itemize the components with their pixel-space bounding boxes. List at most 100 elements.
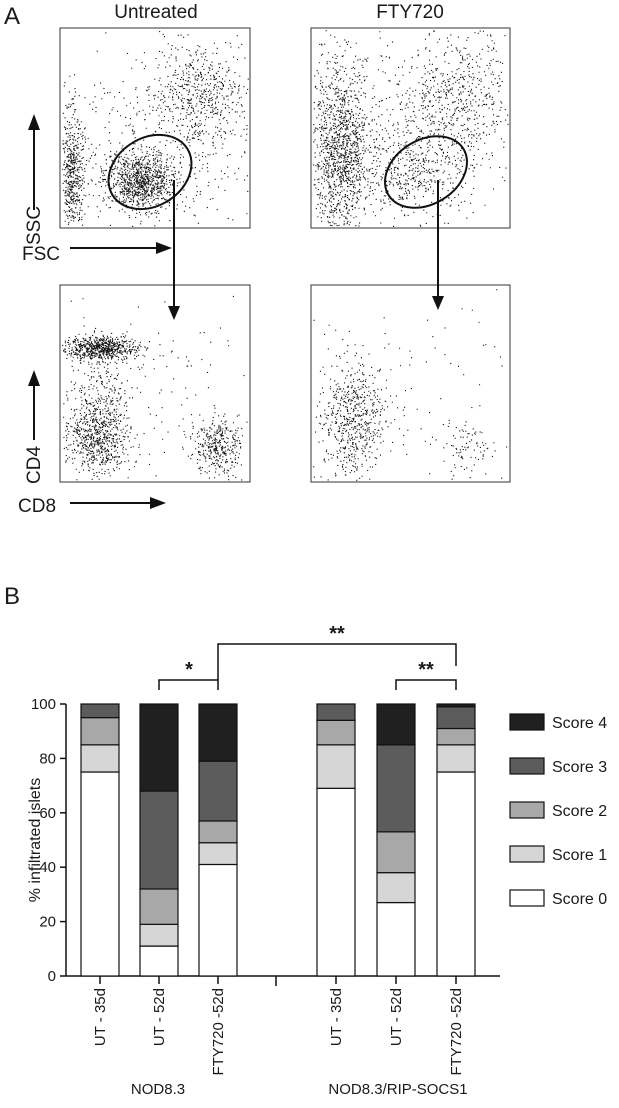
bar-stack	[436, 703, 476, 977]
legend-swatch-score-0	[509, 889, 545, 907]
bar-segment-score-1	[198, 842, 238, 866]
y-tick-label: 100	[31, 696, 56, 713]
cd4-arrow-head	[28, 370, 40, 386]
bar-segment-score-3	[316, 703, 356, 721]
bar-segment-score-4	[376, 703, 416, 746]
y-ticks: 0 20 40 60 80 100	[31, 696, 66, 985]
dotplot-frame-untreated-scatter	[59, 27, 251, 229]
bar-segment-score-0	[376, 901, 416, 977]
plot-title-untreated: Untreated	[114, 2, 197, 23]
y-tick-label: 20	[39, 914, 56, 931]
dotplot-frame-fty720-scatter	[310, 27, 511, 229]
bar-segment-score-0	[80, 771, 120, 977]
bar-segment-score-1	[139, 923, 179, 947]
y-tick-label: 80	[39, 750, 56, 767]
fsc-label: FSC	[22, 244, 60, 265]
legend-label: Score 4	[552, 715, 607, 732]
bar-segment-score-0	[198, 863, 238, 977]
x-category-labels: UT - 35d UT - 52d FTY720 -52d UT - 35d UT - …	[92, 976, 465, 1076]
bar-segment-score-4	[198, 703, 238, 762]
group-label-nod83-ripsocs1: NOD8.3/RIP-SOCS1	[328, 1081, 467, 1098]
bar-stack	[80, 703, 120, 977]
significance-bracket-3: **	[395, 659, 457, 690]
significance-bracket-2: **	[217, 623, 457, 680]
dot-cloud	[182, 412, 248, 481]
bar-segment-score-4	[436, 703, 476, 708]
fsc-arrow-head	[156, 242, 172, 254]
x-category-label: FTY720 -52d	[210, 988, 227, 1076]
plot-title-fty720: FTY720	[376, 2, 444, 23]
x-category-label: UT - 52d	[388, 988, 405, 1046]
bar-segment-score-3	[80, 703, 120, 719]
gate-arrow-head-untreated	[168, 306, 180, 320]
bar-segment-score-1	[316, 744, 356, 789]
cd4-label: CD4	[24, 446, 45, 484]
bar-segment-score-2	[80, 716, 120, 746]
cd8-label: CD8	[18, 496, 56, 517]
legend-label: Score 1	[552, 847, 607, 864]
y-tick-label: 60	[39, 805, 56, 822]
ssc-arrow-head	[28, 114, 40, 130]
bar-segment-score-4	[139, 703, 179, 792]
bar-segment-score-1	[80, 744, 120, 773]
y-tick-label: 40	[39, 859, 56, 876]
stacked-bar-chart: % infiltrated islets 0 20 40 60 80 100 UT - 3…	[27, 623, 607, 1098]
legend-swatch-score-4	[509, 713, 545, 731]
bar-segment-score-2	[198, 820, 238, 844]
dot-cloud	[63, 295, 245, 479]
panel-b-letter: B	[4, 583, 20, 610]
dotplot-frame-untreated-cd4cd8	[59, 284, 251, 483]
significance-label-3: **	[418, 659, 434, 681]
bar-segment-score-3	[139, 790, 179, 890]
bar-segment-score-0	[139, 945, 179, 977]
significance-label-1: *	[185, 659, 193, 681]
dot-cloud	[125, 33, 249, 166]
legend-swatch-score-1	[509, 845, 545, 863]
dot-cloud	[62, 75, 91, 226]
x-category-label: UT - 52d	[151, 988, 168, 1046]
dot-cloud	[62, 330, 161, 367]
x-category-label: UT - 35d	[92, 988, 109, 1046]
bar-segment-score-3	[376, 744, 416, 833]
bar-stack	[376, 703, 416, 977]
gate-arrow-head-fty720	[432, 296, 444, 310]
bar-segment-score-2	[316, 719, 356, 746]
x-category-label: UT - 35d	[328, 988, 345, 1046]
bar-segment-score-3	[198, 760, 238, 822]
bar-segment-score-0	[436, 771, 476, 977]
legend-swatch-score-3	[509, 757, 545, 775]
cd8-arrow-head	[150, 497, 166, 509]
group-label-nod83: NOD8.3	[131, 1081, 185, 1098]
bar-segment-score-2	[376, 831, 416, 874]
ssc-label: SSC	[24, 206, 45, 245]
bar-segment-score-1	[376, 872, 416, 904]
significance-label-2: **	[329, 623, 345, 645]
bar-stack	[139, 703, 179, 977]
legend-label: Score 0	[552, 891, 607, 908]
dot-cloud	[63, 388, 141, 481]
bracket-line-2	[217, 643, 457, 680]
legend-label: Score 2	[552, 803, 607, 820]
significance-bracket-1: *	[158, 659, 219, 690]
bars	[80, 703, 476, 977]
legend-swatch-score-2	[509, 801, 545, 819]
legend-label: Score 3	[552, 759, 607, 776]
dot-plots	[59, 27, 511, 483]
bar-segment-score-3	[436, 706, 476, 730]
bracket-line-1	[158, 679, 219, 690]
x-category-label: FTY720 -52d	[448, 988, 465, 1076]
gate-fty720	[384, 135, 468, 209]
bar-segment-score-1	[436, 744, 476, 773]
bar-stack	[316, 703, 356, 977]
y-axis-label: % infiltrated islets	[27, 778, 44, 903]
panel-a-letter: A	[4, 3, 20, 30]
bracket-line-3	[395, 679, 457, 690]
dotplot-frame-fty720-cd4cd8	[310, 284, 511, 483]
bar-segment-score-2	[139, 888, 179, 925]
y-tick-label: 0	[48, 968, 56, 985]
bar-stack	[198, 703, 238, 977]
gate-untreated	[107, 133, 193, 211]
bar-segment-score-0	[316, 787, 356, 977]
bar-segment-score-2	[436, 727, 476, 746]
